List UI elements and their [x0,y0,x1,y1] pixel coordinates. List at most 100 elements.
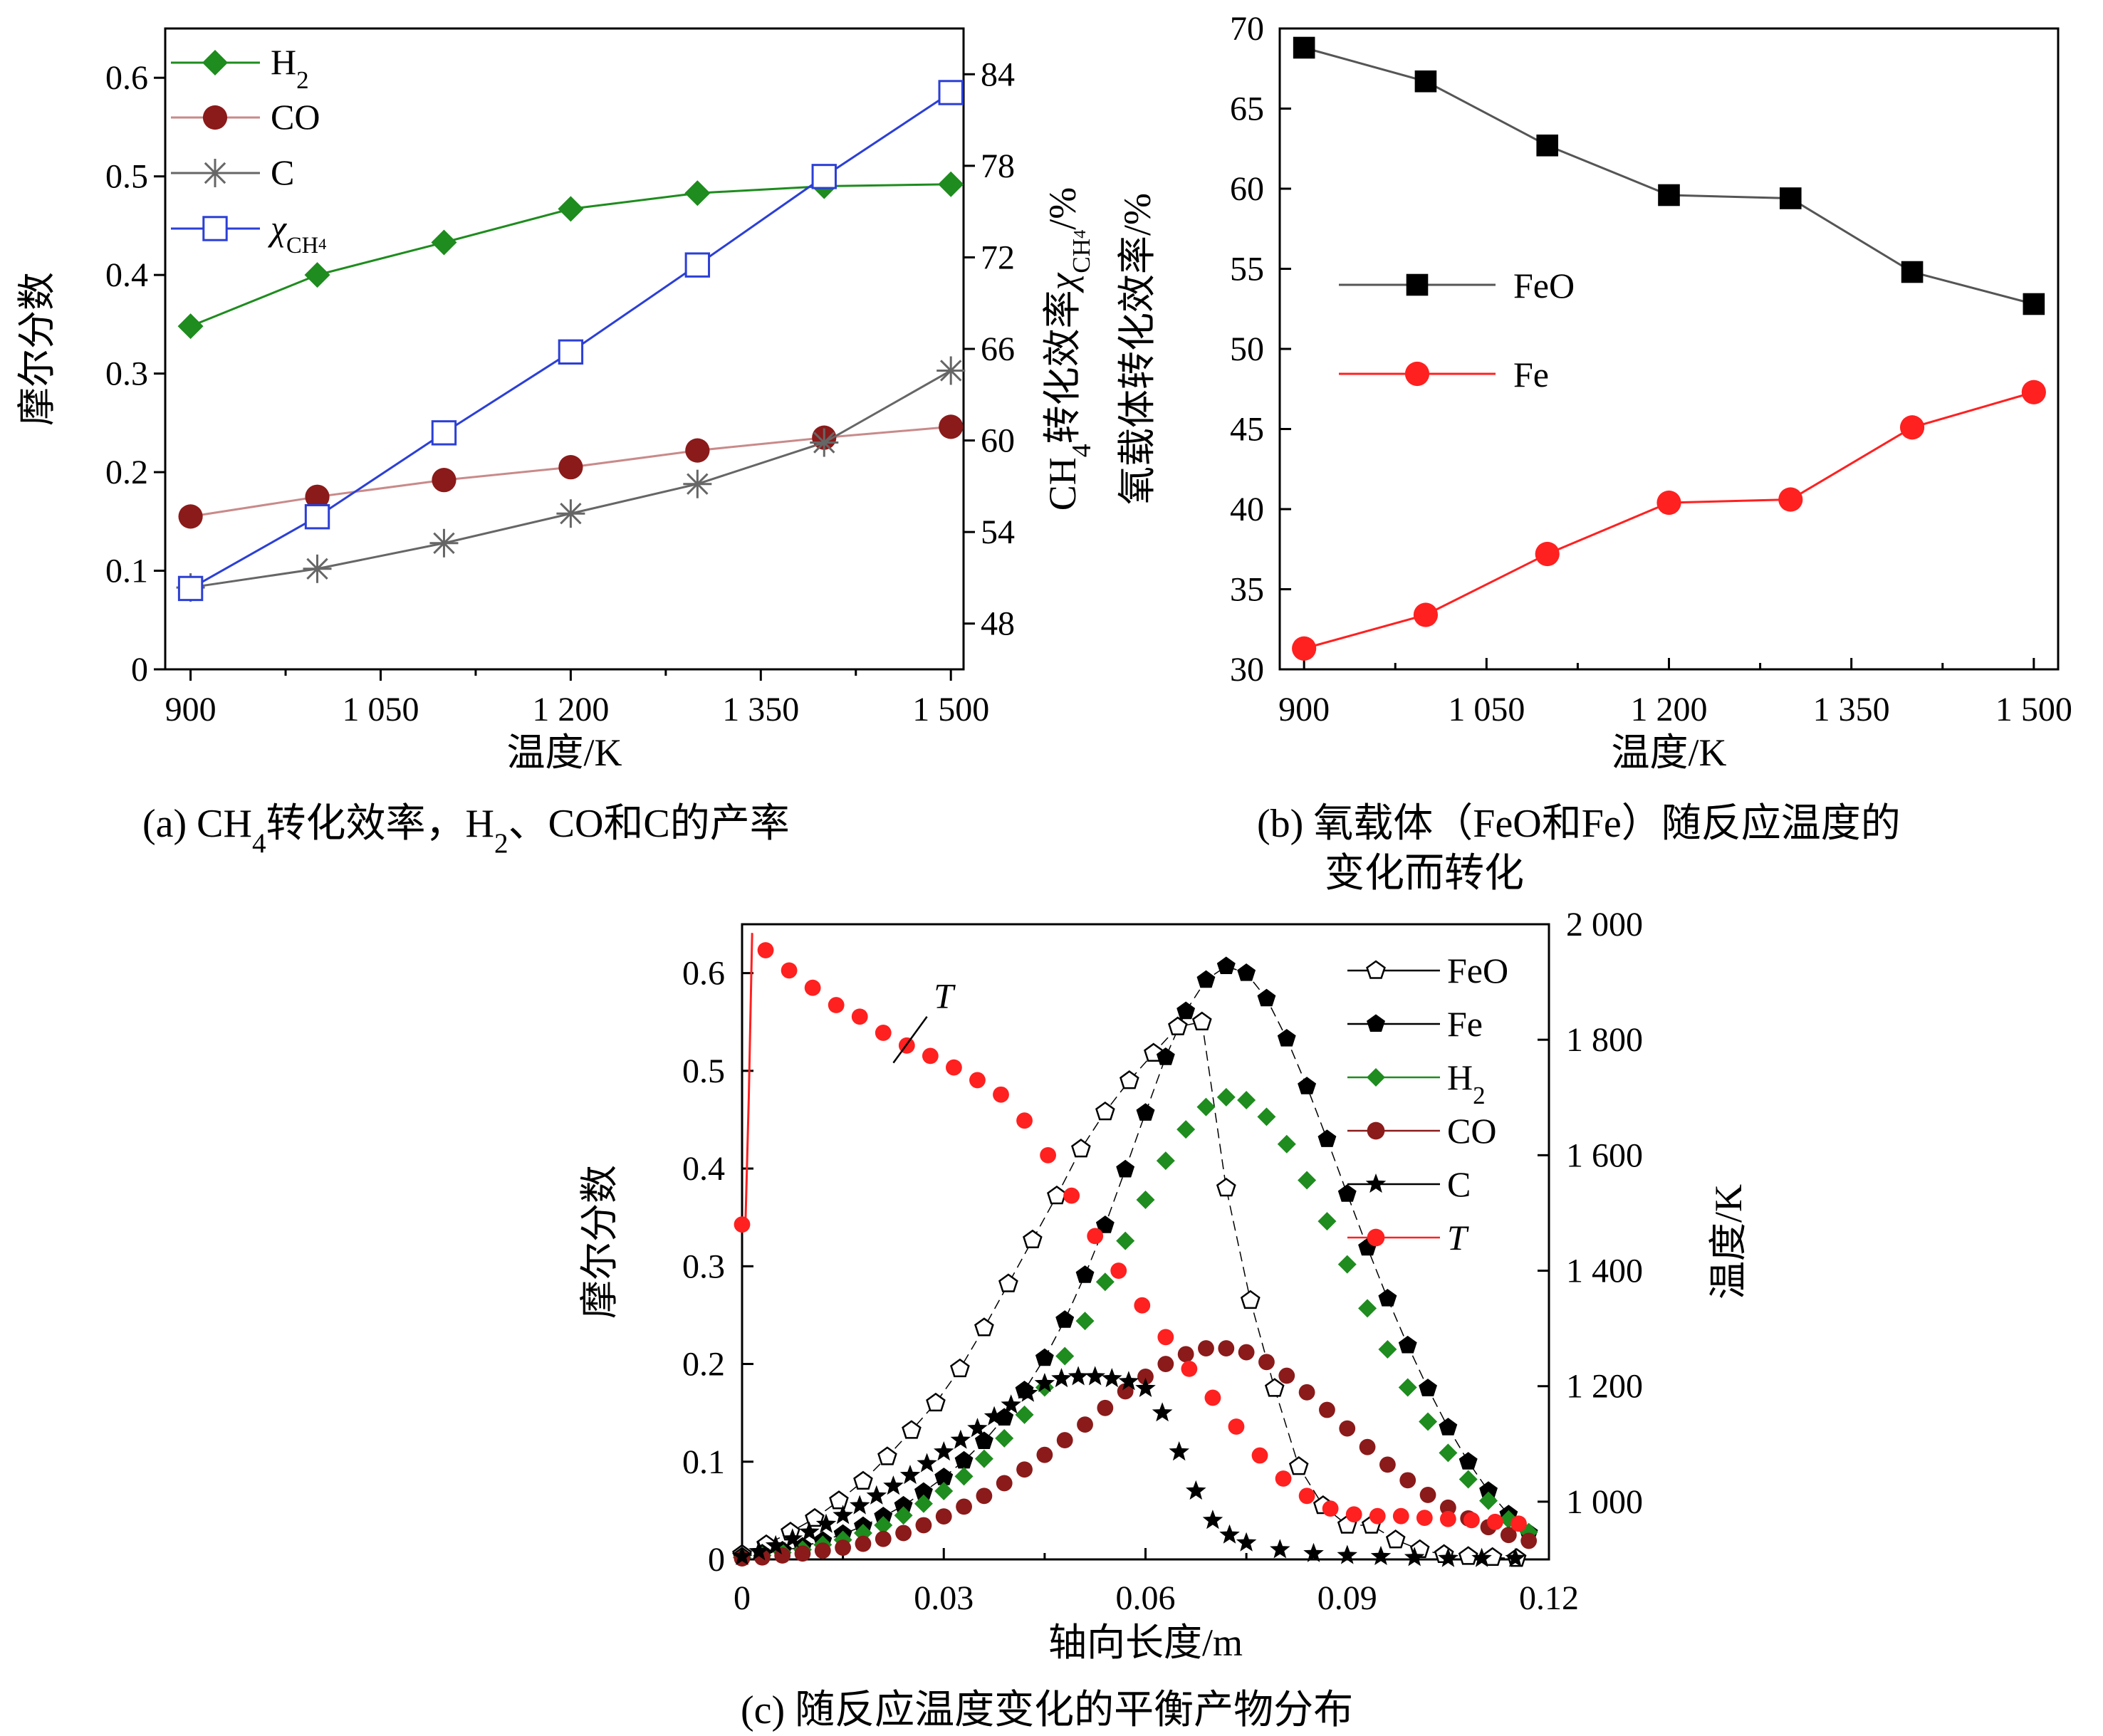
data-point [684,252,711,278]
y2-tick-label: 54 [981,513,1015,551]
data-point [804,979,821,996]
data-point [1392,1507,1409,1525]
data-point [1359,1438,1376,1455]
data-point [1097,1399,1114,1416]
data-point [1018,1382,1038,1402]
data-point [1077,1416,1093,1433]
y-tick-label: 0.2 [105,454,148,491]
y-tick-label: 45 [1230,411,1264,449]
data-point [1404,1547,1425,1567]
data-point [177,313,204,340]
y2-tick-label: 84 [981,56,1015,93]
legend-label: Fe [1513,355,1549,394]
data-point [811,164,837,189]
data-point [1137,1368,1154,1385]
series-line [1303,391,2035,650]
asterisk-stroke [433,532,455,554]
data-point [1369,1507,1386,1525]
data-point [1414,70,1437,93]
data-point [429,528,459,558]
data-point [1439,1418,1458,1436]
data-point [178,504,203,529]
data-point [1378,1339,1397,1359]
data-point [877,1446,897,1465]
data-point [1191,1011,1212,1030]
data-point [833,1505,853,1525]
data-point [1237,1091,1256,1110]
data-point [969,1072,986,1089]
legend-marker [202,216,228,241]
data-point [1095,1101,1115,1121]
y-tick-label: 0.5 [105,158,148,196]
data-point [1016,1461,1033,1478]
y-tick-label: 0.4 [682,1150,725,1188]
data-point [1458,1470,1478,1489]
y2-tick-label: 72 [981,239,1015,276]
caption-b-line1: (b) 氧载体（FeO和Fe）随反应温度的 [1257,802,1901,846]
data-point [1463,1512,1480,1529]
data-point [1339,1420,1356,1437]
data-point [1458,1452,1478,1470]
legend-label: Fe [1447,1004,1483,1044]
y2-tick-label: 2 000 [1566,906,1643,943]
data-point [926,1392,946,1412]
x-tick-label: 1 350 [722,691,799,728]
data-point [1085,1366,1105,1386]
legend-marker [201,159,229,187]
data-point [1317,1212,1337,1231]
data-point [810,428,839,457]
data-point [304,262,330,288]
x-tick-label: 0.09 [1317,1579,1377,1617]
data-point [1016,1112,1033,1129]
asterisk-stroke [204,162,226,184]
data-point [998,1273,1018,1292]
data-point [855,1535,872,1552]
data-point [1257,1107,1276,1126]
data-point [1196,1097,1216,1117]
data-point [1034,1373,1055,1393]
data-point [177,575,204,602]
series-1 [1292,380,2046,661]
data-point [1337,1184,1357,1202]
legend: FeO Fe [1339,266,1575,394]
data-point [1779,187,1802,209]
data-point [1051,1368,1072,1388]
chart-c: 0 0.03 0.06 0.09 0.12 0 0.1 0.2 0.3 0.4 0.5 0.6 1 00… [578,906,1750,1732]
data-point [1071,1139,1091,1158]
data-point [1293,36,1315,59]
data-point [1487,1513,1503,1530]
caption-c: (c) 随反应温度变化的平衡产物分布 [741,1688,1353,1732]
data-point [685,438,710,463]
data-point [431,420,457,446]
data-point [922,1047,939,1065]
data-point [781,962,798,979]
data-point [1095,1215,1115,1233]
data-point [1118,1371,1139,1391]
x-tick-label: 1 500 [912,691,989,728]
data-point [934,1441,954,1461]
asterisk-stroke [560,503,582,525]
data-point [1520,1532,1538,1549]
data-point [1015,1405,1034,1424]
data-point [1095,1272,1115,1292]
data-point [1216,1177,1236,1197]
data-point [1238,1344,1255,1361]
data-point [683,469,712,498]
caption-a: (a) CH4转化效率，H2、CO和C的产率 [142,802,790,859]
data-point [967,1418,988,1438]
data-point [993,1086,1009,1103]
series-1 [733,956,1538,1564]
data-point [935,1508,952,1525]
y-tick-label: 0.3 [105,355,148,393]
data-point [1134,1297,1151,1314]
data-point [1036,1446,1053,1463]
data-point [954,1467,974,1486]
data-point [974,1449,993,1468]
data-point [1169,1441,1189,1461]
series-2 [176,356,966,602]
data-point [983,1406,1005,1426]
y2-tick-label: 1 000 [1566,1483,1643,1521]
y-tick-label: 0.1 [682,1443,725,1481]
data-point [1075,1312,1095,1331]
